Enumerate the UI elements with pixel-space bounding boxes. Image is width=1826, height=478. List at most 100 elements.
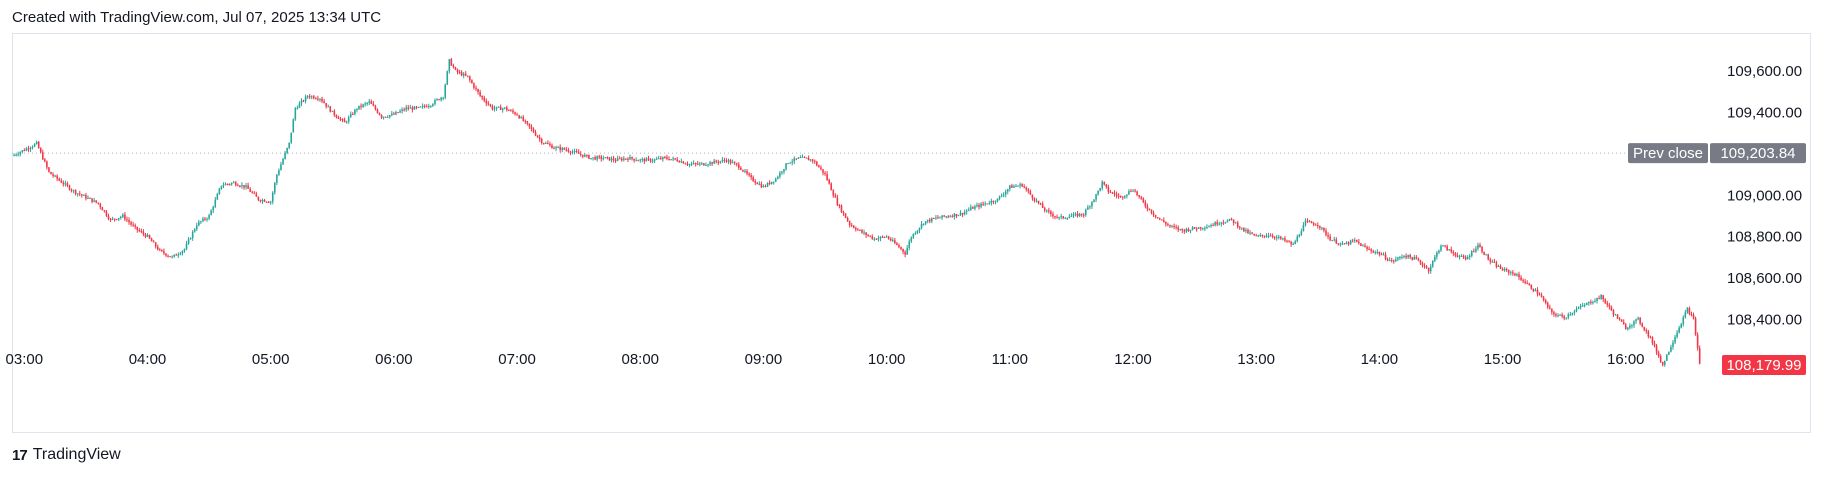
- candle-body: [195, 225, 198, 230]
- candle-body: [563, 147, 566, 150]
- candle-body: [364, 103, 366, 105]
- candle-body: [1068, 216, 1071, 219]
- candle-body: [982, 203, 984, 205]
- candle-body: [206, 218, 208, 220]
- candle-body: [674, 158, 676, 160]
- candle-body: [1577, 307, 1580, 309]
- candle-body: [746, 170, 748, 174]
- candle-body: [1657, 352, 1660, 357]
- candle-body: [1033, 198, 1036, 201]
- candle-body: [1514, 273, 1516, 276]
- candle-body: [432, 104, 434, 106]
- chart-caption: Created with TradingView.com, Jul 07, 20…: [12, 9, 382, 26]
- candle-body: [824, 172, 826, 174]
- candle-body: [1353, 239, 1356, 241]
- candle-body: [1405, 255, 1407, 258]
- candle-body: [1690, 314, 1693, 316]
- candle-body: [1347, 242, 1350, 245]
- candle-body: [1493, 261, 1496, 263]
- candle-body: [1507, 270, 1510, 273]
- candle-body: [764, 186, 767, 188]
- candle-body: [1680, 324, 1683, 328]
- candle-body: [1070, 215, 1073, 217]
- candle-body: [1113, 192, 1116, 195]
- candle-body: [1037, 200, 1040, 204]
- candle-body: [60, 180, 63, 183]
- candle-body: [288, 142, 290, 148]
- tradingview-brand[interactable]: 17 TradingView: [12, 446, 121, 464]
- candle-body: [555, 147, 557, 149]
- candle-body: [1343, 243, 1346, 245]
- candle-body: [1128, 191, 1130, 195]
- candle-body: [101, 207, 104, 211]
- candle-body: [1006, 189, 1009, 192]
- candle-body: [483, 97, 486, 101]
- candle-body: [214, 199, 217, 207]
- y-axis-tick-label: 109,000.00: [1727, 187, 1802, 204]
- candle-body: [752, 177, 754, 182]
- candle-body: [17, 154, 19, 156]
- x-axis-tick-label: 09:00: [745, 351, 783, 368]
- price-chart[interactable]: 109,600.00 109,400.00 109,000.00 108,800.00…: [0, 0, 1826, 440]
- candle-body: [386, 116, 389, 118]
- candle-body: [27, 148, 30, 150]
- candle-body: [1208, 226, 1210, 228]
- candle-body: [779, 172, 781, 177]
- candle-body: [922, 223, 925, 225]
- y-axis-tick-label: 108,400.00: [1727, 311, 1802, 328]
- candle-body: [1249, 232, 1251, 234]
- candle-body: [557, 147, 559, 149]
- candle-body: [1066, 218, 1069, 220]
- candle-body: [226, 183, 229, 185]
- candle-body: [1177, 227, 1179, 230]
- candle-body: [1191, 227, 1194, 230]
- candle-body: [501, 108, 504, 110]
- candle-body: [220, 185, 223, 189]
- prev-close-value: 109,203.84: [1720, 145, 1795, 162]
- candle-body: [183, 249, 186, 251]
- candle-body: [992, 200, 995, 202]
- candle-body: [1407, 255, 1409, 258]
- candle-body: [762, 186, 765, 188]
- candle-body: [1247, 229, 1249, 234]
- candle-body: [1425, 266, 1428, 268]
- candle-body: [729, 160, 732, 163]
- candle-body: [1431, 260, 1434, 267]
- candle-body: [1434, 256, 1436, 261]
- candle-body: [185, 243, 188, 250]
- candle-body: [758, 183, 761, 185]
- candle-body: [1189, 229, 1192, 232]
- candle-body: [1559, 314, 1561, 316]
- candle-body: [247, 185, 249, 189]
- candle-body: [614, 160, 617, 162]
- candle-body: [1505, 268, 1508, 271]
- candle-body: [372, 103, 375, 106]
- candle-body: [1631, 325, 1633, 327]
- candle-body: [165, 253, 167, 256]
- candle-body: [436, 99, 438, 101]
- candle-body: [1460, 255, 1463, 257]
- candle-body: [1571, 312, 1574, 315]
- candle-body: [1187, 228, 1190, 232]
- candle-body: [855, 227, 857, 230]
- candle-body: [1417, 258, 1420, 261]
- candle-body: [159, 249, 161, 251]
- candle-body: [1659, 356, 1662, 362]
- candle-body: [421, 105, 424, 107]
- candle-body: [469, 76, 471, 81]
- candle-body: [781, 171, 783, 173]
- candle-body: [1158, 218, 1161, 220]
- candle-body: [891, 240, 894, 242]
- candle-body: [302, 100, 305, 102]
- candle-body: [713, 160, 715, 164]
- candle-body: [313, 96, 315, 99]
- candle-body: [1503, 268, 1506, 271]
- candle-body: [688, 164, 691, 166]
- candle-body: [1257, 235, 1260, 237]
- candle-body: [941, 215, 943, 218]
- candle-body: [1647, 331, 1650, 337]
- candle-body: [1195, 228, 1198, 230]
- candle-body: [709, 162, 711, 165]
- candle-body: [1557, 315, 1559, 317]
- candle-body: [228, 184, 231, 186]
